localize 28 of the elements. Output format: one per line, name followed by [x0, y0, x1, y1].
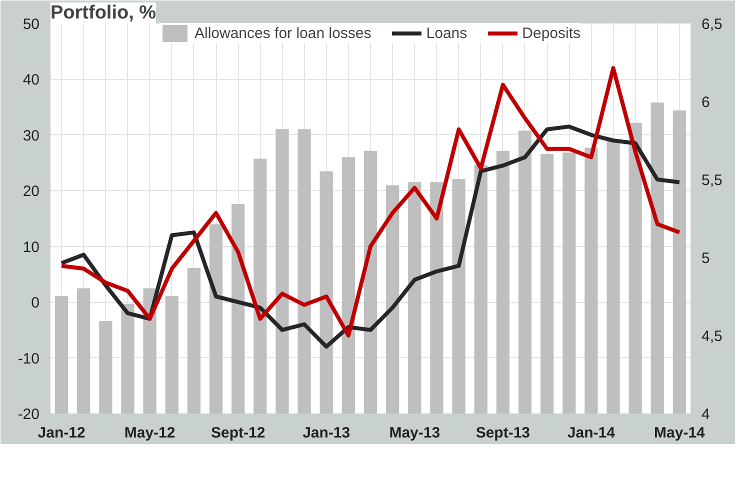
y-tick-label: -20	[18, 406, 40, 423]
y-tick-label: -10	[18, 350, 40, 368]
x-tick-label: Jan-12	[38, 424, 86, 442]
x-tick-label: May-13	[389, 424, 440, 442]
chart-title: Portfolio, %	[50, 2, 156, 24]
x-tick-label: Sept-13	[476, 424, 530, 442]
y-tick-label: 50	[22, 16, 40, 33]
y2-tick-label: 6,5	[702, 16, 722, 33]
y2-tick-label: 4,5	[702, 328, 722, 345]
x-tick-label: Sept-12	[210, 424, 266, 442]
x-tick-label: Jan-14	[567, 424, 616, 442]
y-tick-label: 20	[22, 183, 40, 200]
legend-label: Allowances for loan losses	[194, 24, 372, 42]
line-series	[60, 66, 682, 338]
legend-label: Deposits	[522, 24, 580, 42]
y-tick-label: 0	[31, 294, 40, 312]
x-tick-label: Jan-13	[302, 424, 350, 442]
line-series	[60, 124, 682, 349]
y-tick-label: 40	[22, 72, 40, 89]
y2-tick-label: 4	[702, 406, 710, 423]
x-tick-label: May-14	[654, 424, 706, 442]
legend-label: Loans	[426, 24, 468, 42]
y2-tick-label: 6	[702, 94, 710, 111]
x-tick-label: May-12	[124, 424, 176, 442]
y2-tick-label: 5	[702, 250, 710, 267]
y-tick-label: 30	[22, 127, 40, 144]
y-tick-label: 10	[22, 238, 40, 256]
y2-tick-label: 5,5	[702, 172, 722, 189]
